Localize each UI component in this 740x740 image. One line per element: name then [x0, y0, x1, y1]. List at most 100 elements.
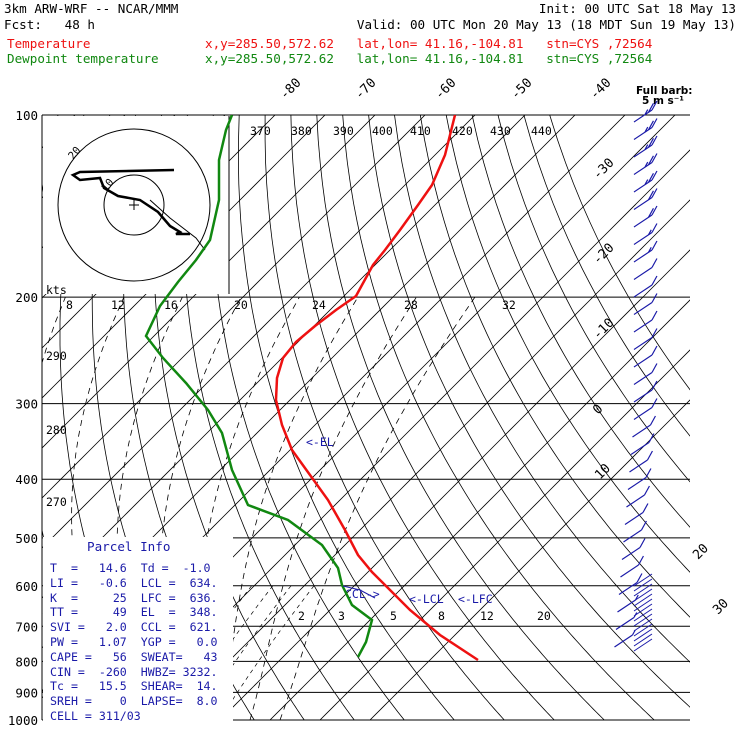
wind-barb — [615, 612, 638, 630]
wind-barb-flag — [651, 345, 658, 356]
pressure-tick-label: 800 — [15, 654, 38, 669]
parcel-info-row: SVI = 2.0 CCL = 621. — [50, 620, 218, 635]
wind-barb-flag — [647, 120, 654, 131]
wind-barb-flag — [647, 103, 654, 113]
parcel-info-row: SREH = 0 LAPSE= 8.0 — [50, 694, 218, 709]
isotherm-line — [219, 249, 690, 720]
hodograph-ring-outer — [57, 128, 211, 282]
parcel-info-row: Tc = 15.5 SHEAR= 14. — [50, 679, 218, 694]
header: 3km ARW-WRF -- NCAR/MMM Init: 00 UTC Sat… — [0, 0, 740, 70]
pressure-tick-label: 400 — [15, 472, 38, 487]
wind-barb-flag — [651, 380, 658, 391]
wind-barb-low — [633, 633, 653, 647]
wind-barb-staff — [633, 372, 653, 385]
isotherm-line — [369, 399, 690, 720]
wind-barb-flag — [644, 161, 649, 168]
dewpoint-legend-label: Dewpoint temperature — [7, 51, 159, 66]
wind-barb-low — [633, 608, 653, 622]
wind-barb-staff — [633, 319, 653, 333]
hodograph-trace — [70, 168, 190, 236]
mixing-ratio-label: 3 — [338, 609, 345, 623]
wind-barb-flag — [639, 538, 646, 548]
model-title: 3km ARW-WRF -- NCAR/MMM — [4, 1, 179, 16]
theta-label: 440 — [531, 124, 552, 138]
isotherm-label: -80 — [277, 76, 304, 103]
wind-barb — [633, 100, 658, 123]
mixing-ratio-label: 2 — [298, 609, 305, 623]
isotherm-label: -40 — [587, 76, 614, 103]
isotherm-label: 30 — [710, 596, 732, 618]
dewpoint-legend-info: x,y=285.50,572.62 lat,lon= 41.16,-104.81… — [205, 51, 653, 66]
wind-barb-flag — [651, 205, 658, 216]
forecast-hour: Fcst: 48 h — [4, 17, 95, 32]
isotherm-line — [42, 115, 476, 549]
wind-barb-flag — [648, 433, 655, 443]
wind-barb-flag — [642, 503, 649, 513]
dry-adiabat-line — [445, 115, 690, 573]
temperature-legend-info: x,y=285.50,572.62 lat,lon= 41.16,-104.81… — [205, 36, 653, 51]
wind-barb-flag — [651, 328, 658, 338]
parcel-info-row: CAPE = 56 SWEAT= 43 — [50, 649, 218, 664]
wind-barb-staff — [617, 599, 636, 613]
wind-barb-flag — [649, 415, 656, 426]
barb-legend-unit: 5 m s⁻¹ — [642, 95, 684, 107]
dewpoint-trace — [144, 115, 374, 658]
isotherm-line — [269, 299, 690, 720]
dry-adiabat-line — [210, 115, 405, 720]
wind-barb-staff — [633, 354, 653, 368]
parcel-info-row: T = 14.6 Td = -1.0 — [50, 561, 211, 575]
wind-barb — [614, 629, 636, 648]
wind-barb-flag — [651, 135, 658, 146]
wind-barb — [633, 205, 658, 228]
pressure-tick-label: 100 — [15, 108, 38, 123]
theta-label: 390 — [333, 124, 354, 138]
wind-barb-flag — [647, 229, 652, 236]
wind-barb — [633, 153, 658, 175]
wind-barb — [633, 135, 658, 158]
wind-barb-flag — [643, 485, 650, 496]
theta-label: 280 — [46, 423, 67, 437]
wind-barb — [633, 345, 658, 368]
wind-barb — [633, 275, 658, 298]
wind-barb-staff — [633, 267, 653, 280]
dry-adiabat-line — [497, 115, 690, 483]
wind-barb-flag — [651, 170, 658, 181]
hodo-unit-label: kts — [46, 283, 67, 297]
wind-barb-flag — [651, 118, 658, 128]
wind-barb-staff — [621, 547, 641, 560]
wind-barb-flag — [651, 293, 658, 303]
wind-barb-staff — [620, 564, 639, 578]
theta-label: 420 — [452, 124, 473, 138]
wind-barb — [620, 555, 644, 578]
mixing-ratio-line — [219, 585, 315, 720]
wind-barb-flag — [647, 173, 654, 183]
wind-barb-low — [633, 588, 653, 602]
wind-barb-flag — [647, 190, 654, 201]
hodo-speed-label: 20 — [234, 298, 248, 312]
dry-adiabat-line — [342, 115, 655, 720]
pressure-tick-label: 200 — [15, 290, 38, 305]
wind-barb — [629, 450, 653, 473]
dry-adiabat-line — [471, 115, 690, 528]
parcel-info-row: K = 25 LFC = 636. — [50, 590, 218, 605]
dry-adiabat-line — [368, 115, 690, 708]
wind-barb-staff — [633, 407, 653, 420]
wind-barb-low — [633, 623, 653, 637]
mixing-ratio-label: 20 — [537, 609, 551, 623]
isotherm-line — [42, 115, 376, 449]
hodo-speed-label: 12 — [111, 298, 125, 312]
theta-label: 270 — [46, 495, 67, 509]
wind-barb-low — [633, 618, 653, 632]
wind-barb-low — [633, 638, 653, 652]
wind-barb-low — [633, 593, 653, 607]
parcel-info-panel: Parcel Info T = 14.6 Td = -1.0 LI = -0.6 … — [43, 537, 233, 723]
wind-barb-staff — [626, 494, 645, 508]
wind-barb — [621, 538, 646, 560]
wind-barb-flag — [651, 153, 658, 163]
dry-adiabat-line — [549, 115, 690, 391]
theta-label: 380 — [291, 124, 312, 138]
isotherm-label: -30 — [590, 156, 617, 183]
pressure-tick-label: 600 — [15, 579, 38, 594]
wind-barb — [633, 328, 658, 350]
